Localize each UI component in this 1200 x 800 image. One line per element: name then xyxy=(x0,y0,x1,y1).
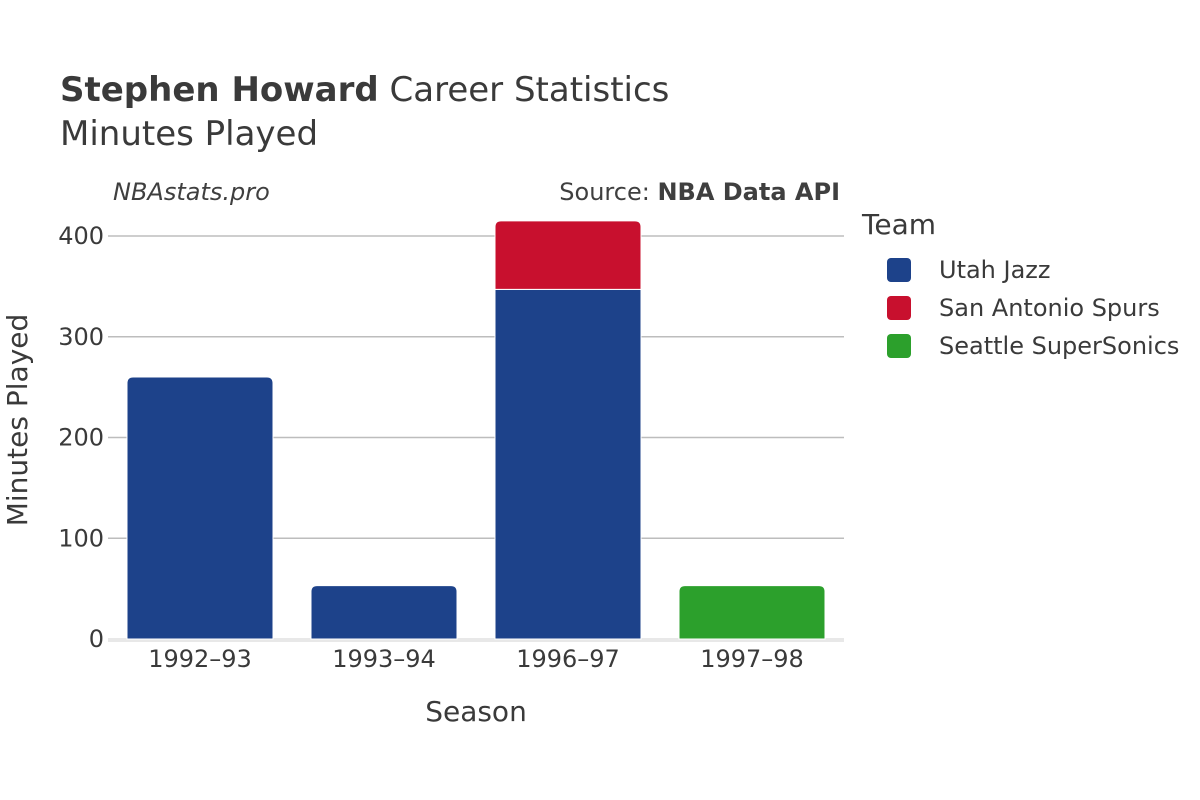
bar-utah-jazz xyxy=(494,288,642,640)
player-name: Stephen Howard xyxy=(60,70,379,110)
y-axis-title: Minutes Played xyxy=(1,314,34,527)
source-prefix: Source: xyxy=(559,178,658,206)
x-tick-label: 1996–97 xyxy=(516,645,620,673)
legend-item-utah-jazz[interactable]: Utah Jazz xyxy=(887,251,1179,289)
bar-seattle-supersonics xyxy=(678,585,826,640)
chart-title: Stephen Howard Career Statistics xyxy=(60,68,669,112)
x-tick-label: 1993–94 xyxy=(332,645,436,673)
legend-item-seattle-supersonics[interactable]: Seattle SuperSonics xyxy=(887,327,1179,365)
y-tick-label: 200 xyxy=(58,424,104,452)
legend-label: Utah Jazz xyxy=(939,256,1051,284)
title-suffix: Career Statistics xyxy=(389,70,670,110)
watermark: NBAstats.pro xyxy=(113,178,270,206)
y-tick-label: 300 xyxy=(58,323,104,351)
bar-san-antonio-spurs xyxy=(494,220,642,290)
bar-utah-jazz xyxy=(310,585,458,640)
legend-label: San Antonio Spurs xyxy=(939,294,1160,322)
legend-swatch xyxy=(887,334,911,358)
x-axis-title: Season xyxy=(425,695,527,728)
legend-item-san-antonio-spurs[interactable]: San Antonio Spurs xyxy=(887,289,1179,327)
legend-label: Seattle SuperSonics xyxy=(939,332,1180,360)
legend-swatch xyxy=(887,258,911,282)
y-tick-label: 400 xyxy=(58,222,104,250)
y-tick-label: 0 xyxy=(89,625,104,653)
source-credit: Source: NBA Data API xyxy=(559,178,840,206)
y-tick-label: 100 xyxy=(58,524,104,552)
bar-utah-jazz xyxy=(126,376,274,640)
chart-title-block: Stephen Howard Career Statistics Minutes… xyxy=(60,68,669,156)
chart-subtitle: Minutes Played xyxy=(60,114,319,154)
legend: Team Utah Jazz San Antonio Spurs Seattle… xyxy=(862,208,1179,365)
source-name: NBA Data API xyxy=(657,178,840,206)
legend-title: Team xyxy=(862,208,937,241)
x-tick-label: 1992–93 xyxy=(148,645,252,673)
x-tick-label: 1997–98 xyxy=(700,645,804,673)
legend-swatch xyxy=(887,296,911,320)
